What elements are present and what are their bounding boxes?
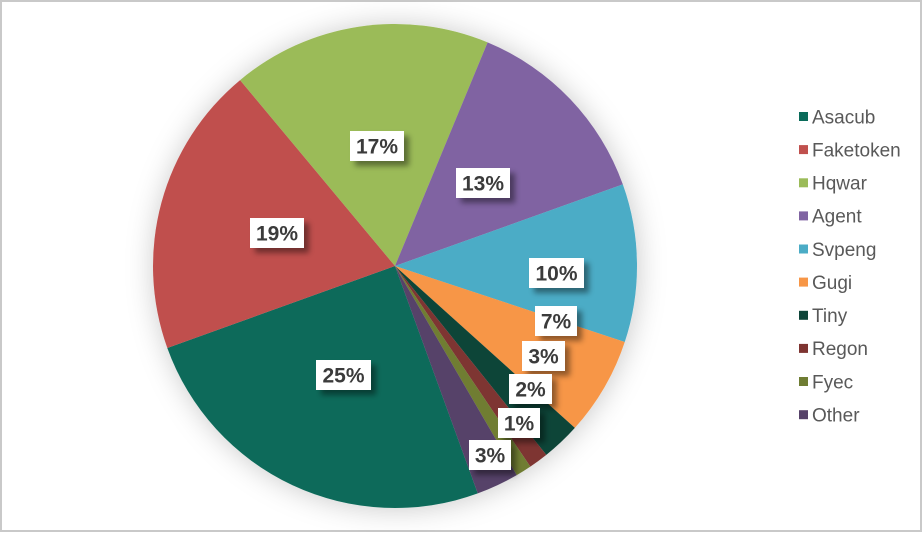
svg-text:3%: 3%	[475, 445, 506, 468]
svg-text:3%: 3%	[528, 346, 559, 369]
svg-text:Faketoken: Faketoken	[812, 140, 901, 161]
svg-text:10%: 10%	[535, 263, 577, 286]
svg-text:Other: Other	[812, 406, 860, 427]
svg-text:Tiny: Tiny	[812, 306, 848, 327]
svg-text:Asacub: Asacub	[812, 107, 875, 128]
svg-text:Svpeng: Svpeng	[812, 240, 876, 261]
svg-text:Regon: Regon	[812, 339, 868, 360]
svg-text:2%: 2%	[515, 379, 546, 402]
svg-text:7%: 7%	[541, 311, 572, 334]
svg-text:19%: 19%	[256, 223, 298, 246]
svg-text:17%: 17%	[356, 136, 398, 159]
svg-text:13%: 13%	[462, 173, 504, 196]
svg-text:Hqwar: Hqwar	[812, 174, 868, 195]
svg-text:25%: 25%	[322, 365, 364, 388]
svg-text:Fyec: Fyec	[812, 372, 853, 393]
svg-text:Gugi: Gugi	[812, 273, 852, 294]
svg-text:Agent: Agent	[812, 207, 862, 228]
svg-text:1%: 1%	[504, 413, 535, 436]
